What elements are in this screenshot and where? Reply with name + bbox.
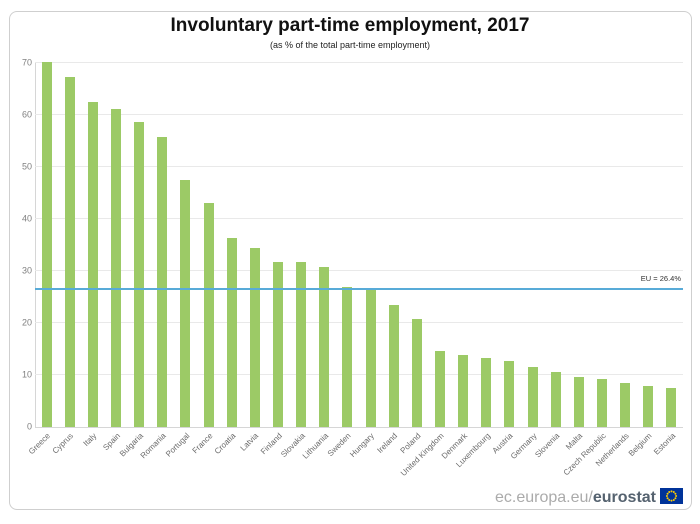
- bar-belgium: [643, 386, 654, 427]
- bar-column: Czech Republic: [562, 63, 613, 477]
- bar-latvia: [249, 248, 260, 427]
- bar-column: Italy: [81, 63, 104, 448]
- bar-greece: [41, 61, 52, 427]
- chart-subtitle: (as % of the total part-time employment): [269, 40, 431, 50]
- y-tick-label: 10: [21, 369, 32, 380]
- bar-column: France: [190, 63, 220, 455]
- bar-column: Austria: [491, 63, 521, 455]
- footer-brand: eurostat: [592, 489, 656, 506]
- bar-hungary: [365, 287, 376, 427]
- bar-column: Poland: [398, 63, 428, 455]
- plot-area: Greece Cyprus Italy Spain Bulgaria Romania Por…: [27, 61, 683, 478]
- bar-czech-republic: [596, 379, 607, 427]
- bar-finland: [272, 261, 283, 427]
- bar-column: Estonia: [652, 63, 683, 457]
- bar-ireland: [388, 304, 399, 427]
- gridline: [35, 374, 683, 375]
- bar-column: Slovakia: [279, 63, 313, 459]
- bar-romania: [157, 136, 168, 427]
- gridline: [35, 218, 683, 219]
- bar-column: Croatia: [213, 63, 243, 456]
- y-axis-labels: 0 10 20 30 40 50 60 70: [8, 58, 32, 431]
- eu-average-label: EU = 26.4%: [640, 274, 681, 284]
- y-tick-label: 0: [26, 421, 32, 432]
- bar-column: Slovenia: [533, 63, 567, 459]
- bar-column: Luxembourg: [454, 63, 498, 469]
- bar-sweden: [342, 286, 353, 427]
- bar-column: Bulgaria: [118, 63, 151, 458]
- bar-germany: [527, 366, 538, 427]
- bar-column: Germany: [509, 63, 544, 461]
- bar-column: Portugal: [164, 63, 197, 459]
- bar-netherlands: [620, 383, 631, 427]
- y-tick-label: 40: [21, 213, 32, 224]
- bar-column: Lithuania: [301, 63, 336, 461]
- bar-column: Denmark: [439, 63, 475, 461]
- bar-column: Belgium: [627, 63, 660, 458]
- bar-column: Romania: [139, 63, 174, 460]
- bar-cyprus: [64, 76, 75, 427]
- bar-malta: [573, 377, 584, 427]
- y-axis-line: [35, 63, 36, 427]
- bars-container: Greece Cyprus Italy Spain Bulgaria Romania Por…: [27, 61, 683, 478]
- gridline: [35, 270, 683, 271]
- bar-column: United Kingdom: [399, 63, 451, 478]
- bar-croatia: [226, 238, 237, 427]
- y-tick-label: 60: [21, 109, 32, 120]
- gridline: [35, 62, 683, 63]
- bar-slovenia: [550, 371, 561, 427]
- bar-column: Latvia: [239, 63, 266, 453]
- bar-poland: [411, 318, 422, 427]
- eu-average-line: [35, 287, 683, 290]
- bar-slovakia: [296, 262, 307, 427]
- bar-column: Hungary: [348, 63, 382, 459]
- bar-luxembourg: [481, 357, 492, 427]
- bar-estonia: [666, 388, 677, 427]
- y-tick-label: 30: [21, 265, 32, 276]
- x-axis-line: [35, 427, 683, 428]
- chart-title: Involuntary part-time employment, 2017: [170, 15, 530, 36]
- bar-united-kingdom: [434, 351, 445, 427]
- eu-flag-icon: [660, 488, 683, 508]
- bar-column: Ireland: [376, 63, 405, 455]
- gridline: [35, 166, 683, 167]
- gridline: [35, 114, 683, 115]
- bar-column: Sweden: [326, 63, 359, 458]
- bar-column: Cyprus: [51, 63, 81, 456]
- gridline: [35, 322, 683, 323]
- bar-italy: [87, 102, 98, 427]
- bar-denmark: [458, 354, 469, 427]
- bar-france: [203, 202, 214, 427]
- y-tick-label: 50: [21, 161, 32, 172]
- bar-spain: [110, 109, 121, 427]
- bar-column: Finland: [259, 63, 289, 456]
- bar-column: Greece: [27, 61, 58, 456]
- y-tick-label: 20: [21, 317, 32, 328]
- footer-url: ec.europa.eu/: [495, 489, 593, 506]
- footer: ec.europa.eu/eurostat: [495, 488, 683, 508]
- bar-column: Netherlands: [594, 63, 637, 468]
- bar-portugal: [180, 180, 191, 427]
- bar-column: Malta: [564, 63, 590, 451]
- bar-bulgaria: [134, 121, 145, 427]
- bar-austria: [504, 361, 515, 427]
- y-tick-label: 70: [21, 57, 32, 68]
- bar-column: Spain: [101, 63, 127, 452]
- bar-lithuania: [319, 267, 330, 427]
